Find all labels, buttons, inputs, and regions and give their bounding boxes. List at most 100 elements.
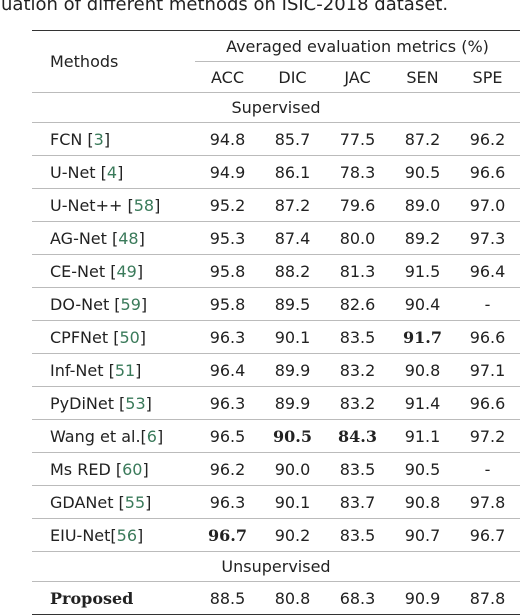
data-row: EIU-Net[56] 96.7 90.2 83.5 90.7 96.7 <box>32 518 520 552</box>
data-row: Wang et al.[6] 96.5 90.5 84.3 91.1 97.2 <box>32 419 520 453</box>
metric-value: 79.6 <box>325 188 390 222</box>
caption: uation of different methods on ISIC-2018… <box>1 0 449 15</box>
metric-value: 89.9 <box>260 353 325 387</box>
metric-value: 83.2 <box>325 386 390 420</box>
methods-header: Methods <box>32 30 195 93</box>
metric-value: 91.1 <box>390 419 455 453</box>
metric-value: 87.8 <box>455 581 520 615</box>
metric-value: 87.2 <box>260 188 325 222</box>
data-row: U-Net [4] 94.9 86.1 78.3 90.5 96.6 <box>32 155 520 189</box>
metric-value: 77.5 <box>325 122 390 156</box>
header-row: Methods Averaged evaluation metrics (%) <box>32 30 520 93</box>
data-row: PyDiNet [53] 96.3 89.9 83.2 91.4 96.6 <box>32 386 520 420</box>
column-header: SPE <box>455 61 520 93</box>
metric-value: - <box>455 287 520 321</box>
data-row: Ms RED [60] 96.2 90.0 83.5 90.5- <box>32 452 520 486</box>
method-name: Wang et al.[6] <box>32 419 195 453</box>
metric-value: 82.6 <box>325 287 390 321</box>
data-row: Proposed 88.5 80.8 68.3 90.9 87.8 <box>32 581 520 615</box>
metric-value: 96.2 <box>195 452 260 486</box>
metric-value: 95.3 <box>195 221 260 255</box>
metric-value: 80.8 <box>260 581 325 615</box>
metric-value: 86.1 <box>260 155 325 189</box>
metric-value: 91.4 <box>390 386 455 420</box>
table-body: Methods Averaged evaluation metrics (%) AC… <box>32 30 520 615</box>
metric-value: 90.1 <box>260 485 325 519</box>
method-name: U-Net [4] <box>32 155 195 189</box>
method-name: EIU-Net[56] <box>32 518 195 552</box>
method-name: Proposed <box>32 581 195 615</box>
metric-value: 90.5 <box>390 452 455 486</box>
metric-value: 87.4 <box>260 221 325 255</box>
metric-value: 90.4 <box>390 287 455 321</box>
method-name: Inf-Net [51] <box>32 353 195 387</box>
data-row: Inf-Net [51] 96.4 89.9 83.2 90.8 97.1 <box>32 353 520 387</box>
data-row: GDANet [55] 96.3 90.1 83.7 90.8 97.8 <box>32 485 520 519</box>
metric-value: 97.8 <box>455 485 520 519</box>
metric-value: 83.7 <box>325 485 390 519</box>
metric-value: 97.1 <box>455 353 520 387</box>
metric-value: 96.6 <box>455 155 520 189</box>
metric-value: 96.4 <box>455 254 520 288</box>
metric-value: 95.8 <box>195 254 260 288</box>
metric-value: 83.5 <box>325 320 390 354</box>
metric-value: 96.5 <box>195 419 260 453</box>
metric-value: 89.2 <box>390 221 455 255</box>
method-name: U-Net++ [58] <box>32 188 195 222</box>
metric-value: - <box>455 452 520 486</box>
metric-value: 90.8 <box>390 485 455 519</box>
metric-value: 88.2 <box>260 254 325 288</box>
metric-value: 81.3 <box>325 254 390 288</box>
metric-value: 96.7 <box>455 518 520 552</box>
metric-value: 90.8 <box>390 353 455 387</box>
column-header: SEN <box>390 61 455 93</box>
metric-value: 94.9 <box>195 155 260 189</box>
metric-value: 84.3 <box>325 419 390 453</box>
section-title: Unsupervised <box>32 551 520 582</box>
group-header: Averaged evaluation metrics (%) <box>195 30 520 62</box>
metric-value: 83.5 <box>325 518 390 552</box>
metric-value: 87.2 <box>390 122 455 156</box>
metric-value: 90.9 <box>390 581 455 615</box>
metric-value: 89.0 <box>390 188 455 222</box>
metric-value: 83.2 <box>325 353 390 387</box>
method-name: DO-Net [59] <box>32 287 195 321</box>
metric-value: 91.5 <box>390 254 455 288</box>
data-row: U-Net++ [58] 95.2 87.2 79.6 89.0 97.0 <box>32 188 520 222</box>
method-name: PyDiNet [53] <box>32 386 195 420</box>
metric-value: 95.2 <box>195 188 260 222</box>
metric-value: 97.0 <box>455 188 520 222</box>
metric-value: 89.5 <box>260 287 325 321</box>
metric-value: 68.3 <box>325 581 390 615</box>
metric-value: 96.3 <box>195 386 260 420</box>
metric-value: 90.5 <box>390 155 455 189</box>
metric-value: 96.6 <box>455 386 520 420</box>
metric-value: 96.3 <box>195 320 260 354</box>
metric-value: 85.7 <box>260 122 325 156</box>
column-header: JAC <box>325 61 390 93</box>
data-row: CE-Net [49] 95.8 88.2 81.3 91.5 96.4 <box>32 254 520 288</box>
metric-value: 96.4 <box>195 353 260 387</box>
data-row: AG-Net [48] 95.3 87.4 80.0 89.2 97.3 <box>32 221 520 255</box>
metric-value: 97.3 <box>455 221 520 255</box>
metric-value: 89.9 <box>260 386 325 420</box>
metric-value: 94.8 <box>195 122 260 156</box>
section-row: Unsupervised <box>32 551 520 582</box>
method-name: AG-Net [48] <box>32 221 195 255</box>
data-row: CPFNet [50] 96.3 90.1 83.5 91.7 96.6 <box>32 320 520 354</box>
metric-value: 90.5 <box>260 419 325 453</box>
results-table: Methods Averaged evaluation metrics (%) AC… <box>32 30 520 615</box>
metric-value: 83.5 <box>325 452 390 486</box>
method-name: FCN [3] <box>32 122 195 156</box>
section-row: Supervised <box>32 92 520 123</box>
method-name: GDANet [55] <box>32 485 195 519</box>
metric-value: 90.1 <box>260 320 325 354</box>
metric-value: 96.6 <box>455 320 520 354</box>
metric-value: 90.0 <box>260 452 325 486</box>
method-name: CE-Net [49] <box>32 254 195 288</box>
metric-value: 96.7 <box>195 518 260 552</box>
metric-value: 80.0 <box>325 221 390 255</box>
data-row: FCN [3] 94.8 85.7 77.5 87.2 96.2 <box>32 122 520 156</box>
metric-value: 96.2 <box>455 122 520 156</box>
